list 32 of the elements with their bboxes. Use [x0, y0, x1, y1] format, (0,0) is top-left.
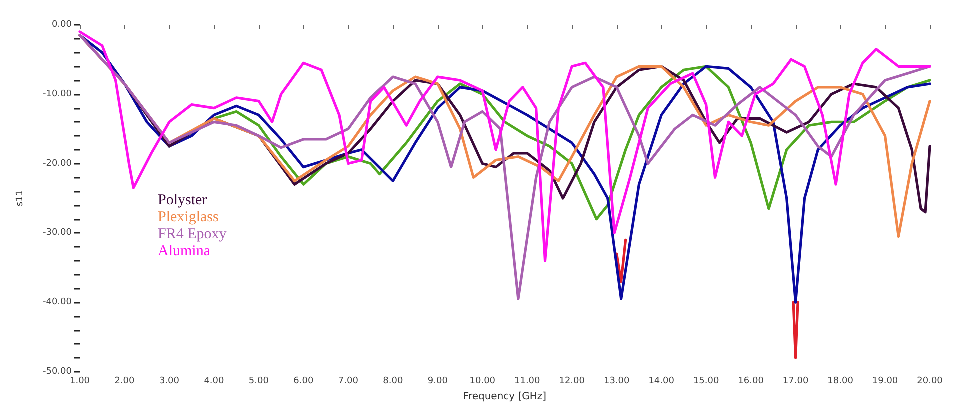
y-tick-label: -30.00: [42, 228, 72, 238]
x-tick-label: 1.00: [70, 376, 90, 386]
x-tick-label: 18.00: [828, 376, 854, 386]
x-tick-label: 20.00: [917, 376, 944, 386]
text: Plexiglass: [158, 210, 219, 226]
x-tick-label: 7.00: [338, 376, 359, 386]
text: Polyster: [158, 192, 208, 208]
y-axis-title: s11: [16, 190, 26, 207]
y-tick-label: 0.00: [52, 20, 72, 30]
text: FR4 Epoxy: [158, 226, 228, 242]
x-tick-label: 12.00: [559, 376, 586, 386]
x-tick-label: 3.00: [159, 376, 180, 386]
text: Alumina: [158, 244, 211, 260]
x-tick-label: 4.00: [204, 376, 224, 386]
x-tick-label: 10.00: [470, 376, 496, 386]
x-tick-label: 13.00: [604, 376, 630, 386]
y-tick-label: -50.00: [42, 367, 72, 377]
x-tick-label: 15.00: [693, 376, 720, 386]
y-tick-label: -10.00: [42, 89, 72, 100]
x-tick-label: 8.00: [383, 376, 404, 386]
x-tick-label: 5.00: [248, 376, 270, 386]
x-tick-label: 14.00: [648, 376, 675, 386]
y-tick-label: -20.00: [42, 158, 72, 169]
x-tick-label: 17.00: [782, 376, 809, 386]
x-tick-label: 6.00: [294, 376, 314, 386]
y-tick-label: -40.00: [42, 298, 72, 308]
x-tick-label: 11.00: [514, 376, 541, 386]
x-tick-label: 16.00: [738, 376, 764, 386]
x-tick-label: 19.00: [872, 376, 898, 386]
x-axis-title: Frequency [GHz]: [463, 392, 547, 402]
x-tick-label: 2.00: [114, 376, 136, 386]
x-tick-label: 9.00: [428, 376, 448, 386]
